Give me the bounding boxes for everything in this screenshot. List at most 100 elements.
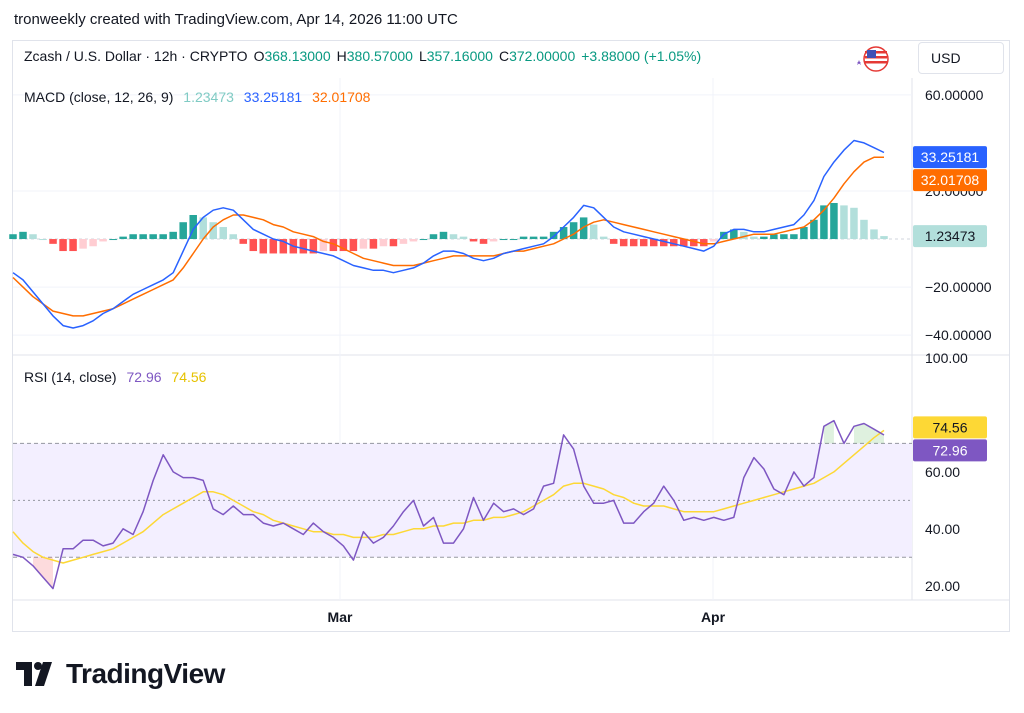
macd-histogram-bar <box>269 239 278 254</box>
tradingview-logo-icon <box>16 662 52 686</box>
symbol-legend[interactable]: Zcash / U.S. Dollar · 12h · CRYPTO O368.1… <box>24 48 707 64</box>
macd-histogram-bar <box>119 236 127 240</box>
macd-histogram-bar <box>69 239 77 252</box>
macd-histogram-bar <box>619 239 628 247</box>
high-value: 380.57000 <box>346 48 413 64</box>
macd-histogram-bar <box>189 215 197 240</box>
macd-histogram-bar <box>109 239 117 241</box>
macd-histogram-bar <box>389 239 398 247</box>
macd-histogram-bar <box>649 239 658 247</box>
macd-histogram-bar <box>199 217 207 240</box>
macd-y-tick-label: −20.00000 <box>925 279 992 295</box>
date-tick-label: Mar <box>328 609 353 625</box>
macd-histogram-bar <box>99 239 107 242</box>
macd-histogram-bar <box>439 231 448 240</box>
macd-histogram-bar <box>760 236 768 240</box>
close-label: C <box>498 48 510 64</box>
macd-histogram-bar <box>529 236 538 240</box>
macd-signal-line <box>12 156 884 317</box>
macd-histogram-bar <box>409 239 418 242</box>
macd-histogram-bar <box>319 239 328 252</box>
open-value: 368.13000 <box>264 48 331 64</box>
macd-histogram-bar <box>299 239 308 254</box>
histogram-last-value: 1.23473 <box>925 228 976 244</box>
macd-histogram-bar <box>770 234 778 240</box>
macd-y-tick-label: −40.00000 <box>925 327 992 343</box>
chart-frame[interactable] <box>12 40 1010 632</box>
macd-histogram-bar <box>629 239 638 247</box>
tradingview-logo[interactable]: TradingView <box>16 656 225 692</box>
macd-histogram-bar <box>830 202 838 240</box>
macd-legend-title: MACD (close, 12, 26, 9) <box>24 89 174 105</box>
macd-histogram-bar <box>259 239 268 254</box>
rsi-ma-last-value: 74.56 <box>932 419 967 435</box>
rsi-legend-ma: 74.56 <box>171 369 207 385</box>
macd-histogram-bar <box>129 234 137 240</box>
rsi-band-background <box>13 443 912 558</box>
macd-histogram-bar <box>89 239 97 247</box>
macd-histogram-bar <box>840 205 848 240</box>
macd-histogram-bar <box>239 239 248 244</box>
rsi-legend-title: RSI (14, close) <box>24 369 117 385</box>
macd-histogram-bar <box>700 239 708 247</box>
macd-histogram-bar <box>519 236 528 240</box>
rsi-y-tick-label: 20.00 <box>925 578 960 594</box>
macd-histogram-bar <box>79 239 87 249</box>
rsi-y-tick-label: 60.00 <box>925 464 960 480</box>
rsi-y-tick-label: 40.00 <box>925 521 960 537</box>
macd-histogram-bar <box>139 234 147 240</box>
macd-histogram-bar <box>750 236 758 240</box>
macd-histogram-bar <box>429 234 438 240</box>
rsi-last-value-bg <box>913 439 987 462</box>
macd-legend-hist: 1.23473 <box>183 89 234 105</box>
macd-histogram-bar <box>720 231 728 240</box>
macd-histogram-bar <box>579 217 588 240</box>
macd-histogram-bar <box>569 222 578 240</box>
flag-icon[interactable] <box>852 45 892 73</box>
open-label: O <box>253 48 265 64</box>
rsi-y-tick-label: 100.00 <box>925 350 968 366</box>
macd-histogram-bar <box>169 231 177 240</box>
macd-histogram-bar <box>209 222 217 240</box>
macd-histogram-bar <box>860 219 868 240</box>
macd-histogram-bar <box>399 239 408 244</box>
signal-last-value: 32.01708 <box>921 172 980 188</box>
macd-histogram-bar <box>19 231 27 240</box>
close-value: 372.00000 <box>509 48 576 64</box>
macd-histogram-bar <box>249 239 258 252</box>
macd-histogram-bar <box>379 239 388 247</box>
macd-histogram-bar <box>820 205 828 240</box>
macd-histogram-bar <box>800 227 808 240</box>
macd-histogram-bar <box>880 236 888 240</box>
macd-y-tick-label: 60.00000 <box>925 87 984 103</box>
macd-histogram-bar <box>349 239 358 252</box>
chart-attribution: tronweekly created with TradingView.com,… <box>14 11 458 28</box>
macd-last-value-bg <box>913 146 987 169</box>
macd-histogram-bar <box>870 229 878 240</box>
macd-histogram-bar <box>639 239 648 247</box>
macd-histogram-bar <box>740 231 748 240</box>
macd-legend[interactable]: MACD (close, 12, 26, 9) 1.23473 33.25181… <box>24 89 376 105</box>
macd-histogram-bar <box>489 239 498 242</box>
rsi-legend[interactable]: RSI (14, close) 72.96 74.56 <box>24 369 212 385</box>
macd-histogram-bar <box>459 236 468 240</box>
change-value: +3.88000 (+1.05%) <box>581 48 702 64</box>
macd-histogram-bar <box>589 224 598 240</box>
macd-histogram-bar <box>179 222 187 240</box>
macd-legend-macd: 33.25181 <box>243 89 303 105</box>
rsi-ma-last-value-bg <box>913 416 987 439</box>
macd-histogram-bar <box>29 234 37 240</box>
currency-button[interactable]: USD <box>918 42 1004 74</box>
macd-histogram-bar <box>670 239 678 247</box>
macd-legend-signal: 32.01708 <box>312 89 371 105</box>
macd-histogram-bar <box>329 239 338 252</box>
macd-histogram-bar <box>419 239 428 241</box>
macd-histogram-bar <box>690 239 698 247</box>
macd-histogram-bar <box>159 234 167 240</box>
macd-histogram-bar <box>9 234 17 240</box>
macd-histogram-bar <box>730 229 738 240</box>
histogram-last-value-bg <box>913 225 987 248</box>
rsi-last-value: 72.96 <box>932 442 967 458</box>
macd-histogram-bar <box>229 234 238 240</box>
